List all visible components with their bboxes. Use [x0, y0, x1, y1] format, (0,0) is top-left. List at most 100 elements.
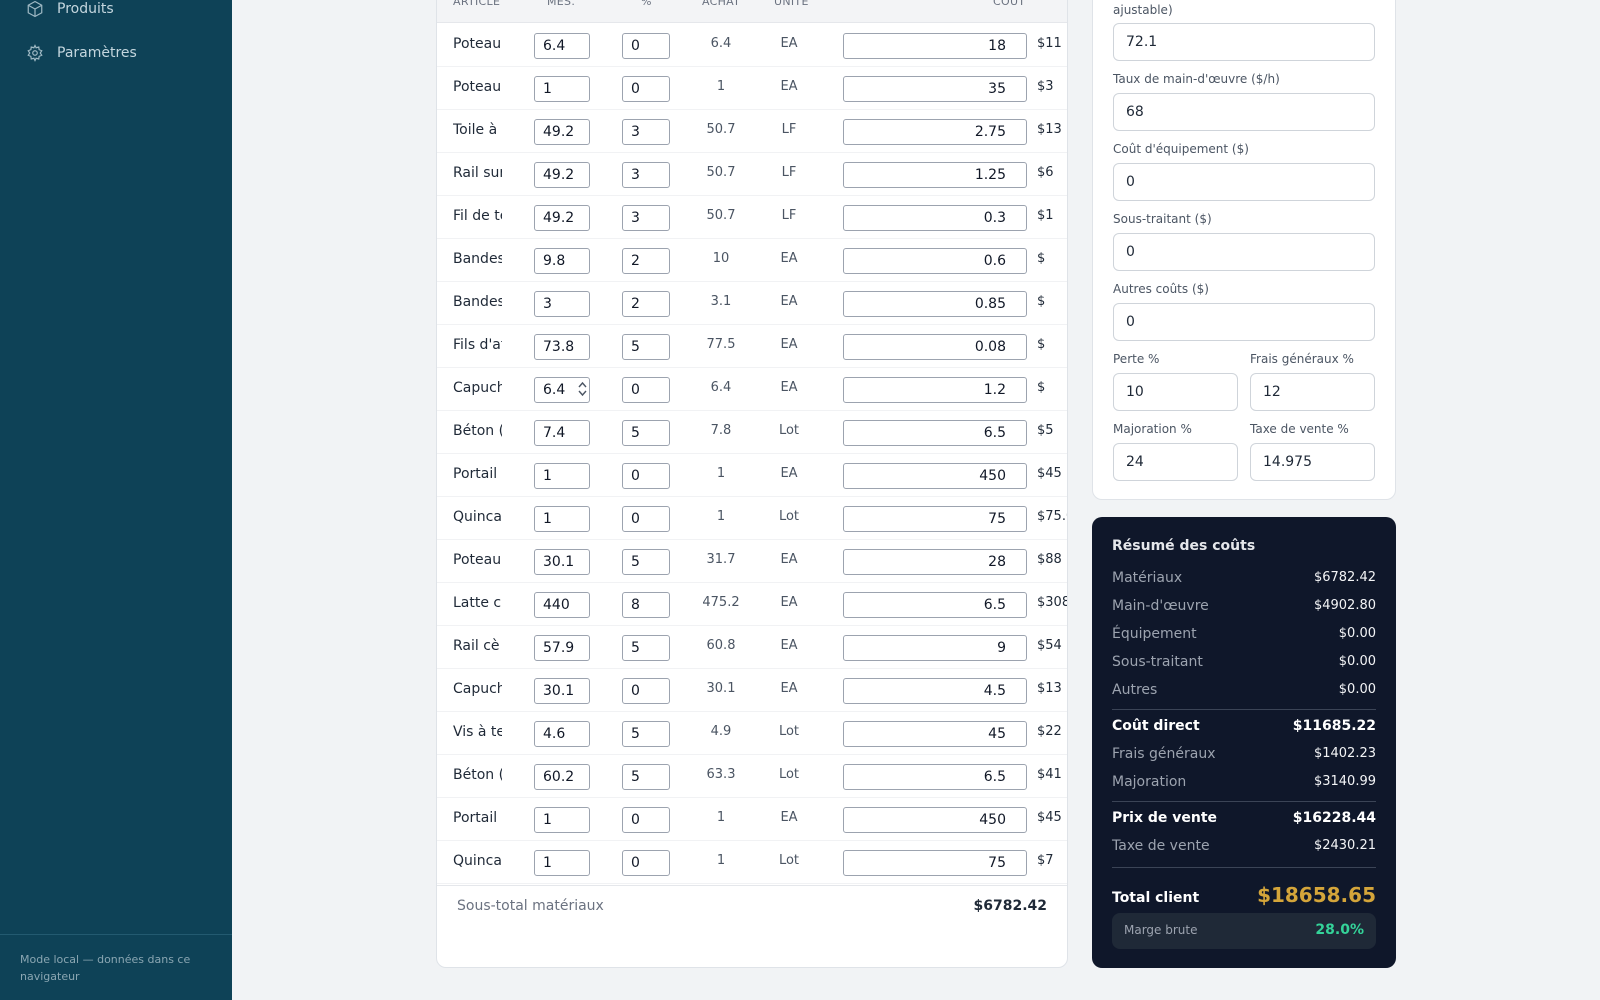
table-row: Quinca 1 Lot $7 — [437, 841, 1067, 884]
column-header-pct: % — [641, 0, 652, 8]
unit-cost-input[interactable] — [843, 205, 1027, 231]
purchase-qty: 50.7 — [706, 165, 736, 180]
unit-cost-input[interactable] — [843, 549, 1027, 575]
table-row: Quinca 1 Lot $75.00 — [437, 497, 1067, 540]
unit-cost-input[interactable] — [843, 248, 1027, 274]
unit-cost-input[interactable] — [843, 764, 1027, 790]
waste-percent-input[interactable] — [622, 592, 670, 618]
equipment-cost-input[interactable] — [1113, 163, 1375, 201]
subcontractor-input[interactable] — [1113, 233, 1375, 271]
waste-percent-input[interactable] — [622, 549, 670, 575]
quantity-input[interactable] — [534, 807, 590, 833]
unit-cost-input[interactable] — [843, 678, 1027, 704]
waste-percent-input[interactable] — [622, 162, 670, 188]
unit: EA — [780, 810, 798, 825]
labor-hours-input[interactable] — [1113, 23, 1375, 61]
quantity-input[interactable] — [534, 119, 590, 145]
waste-pct-input[interactable] — [1113, 373, 1238, 411]
sidebar-item-parametres[interactable]: Paramètres — [26, 41, 137, 65]
summary-value: $0.00 — [1338, 682, 1376, 697]
waste-percent-input[interactable] — [622, 420, 670, 446]
waste-percent-input[interactable] — [622, 76, 670, 102]
summary-label: Équipement — [1112, 626, 1197, 642]
sales-tax-pct-input[interactable] — [1250, 443, 1375, 481]
unit-cost-input[interactable] — [843, 592, 1027, 618]
table-row: Bandes 3.1 EA $ — [437, 282, 1067, 325]
waste-percent-input[interactable] — [622, 248, 670, 274]
waste-percent-input[interactable] — [622, 850, 670, 876]
waste-percent-input[interactable] — [622, 463, 670, 489]
waste-percent-input[interactable] — [622, 33, 670, 59]
waste-percent-input[interactable] — [622, 119, 670, 145]
column-header-cout: COÛT — [993, 0, 1026, 8]
line-total: $13 — [1037, 681, 1062, 696]
unit: EA — [780, 337, 798, 352]
quantity-input[interactable] — [534, 463, 590, 489]
line-total: $11 — [1037, 36, 1062, 51]
quantity-input[interactable] — [534, 205, 590, 231]
line-total: $7 — [1037, 853, 1054, 868]
unit: EA — [780, 681, 798, 696]
quantity-input[interactable] — [534, 377, 590, 403]
unit-cost-input[interactable] — [843, 807, 1027, 833]
quantity-input[interactable] — [534, 334, 590, 360]
quantity-input[interactable] — [534, 291, 590, 317]
waste-percent-input[interactable] — [622, 764, 670, 790]
quantity-input[interactable] — [534, 850, 590, 876]
waste-percent-input[interactable] — [622, 377, 670, 403]
item-name: Quinca — [453, 509, 502, 525]
sidebar-item-produits[interactable]: Produits — [26, 0, 114, 21]
unit-cost-input[interactable] — [843, 506, 1027, 532]
quantity-input[interactable] — [534, 764, 590, 790]
waste-percent-input[interactable] — [622, 635, 670, 661]
quantity-input[interactable] — [534, 33, 590, 59]
unit-cost-input[interactable] — [843, 420, 1027, 446]
quantity-input[interactable] — [534, 635, 590, 661]
number-spinner-icon[interactable] — [578, 381, 587, 397]
sidebar-item-label: Paramètres — [57, 45, 137, 61]
summary-title: Résumé des coûts — [1112, 538, 1256, 554]
unit-cost-input[interactable] — [843, 377, 1027, 403]
unit-cost-input[interactable] — [843, 635, 1027, 661]
unit-cost-input[interactable] — [843, 162, 1027, 188]
unit-cost-input[interactable] — [843, 850, 1027, 876]
quantity-input[interactable] — [534, 162, 590, 188]
summary-value: $0.00 — [1338, 654, 1376, 669]
unit-cost-input[interactable] — [843, 33, 1027, 59]
quantity-input[interactable] — [534, 248, 590, 274]
summary-label: Autres — [1112, 682, 1158, 698]
unit-cost-input[interactable] — [843, 334, 1027, 360]
waste-percent-input[interactable] — [622, 291, 670, 317]
quantity-input[interactable] — [534, 76, 590, 102]
unit-cost-input[interactable] — [843, 76, 1027, 102]
quantity-input[interactable] — [534, 549, 590, 575]
table-row: Capuch 6.4 EA $ — [437, 368, 1067, 411]
overhead-pct-input[interactable] — [1250, 373, 1375, 411]
waste-percent-input[interactable] — [622, 721, 670, 747]
field-label-other-costs: Autres coûts ($) — [1113, 282, 1209, 296]
unit-cost-input[interactable] — [843, 463, 1027, 489]
waste-percent-input[interactable] — [622, 506, 670, 532]
waste-percent-input[interactable] — [622, 205, 670, 231]
cost-settings-card: ajustable) Taux de main-d'œuvre ($/h) Co… — [1092, 0, 1396, 500]
waste-percent-input[interactable] — [622, 334, 670, 360]
quantity-input[interactable] — [534, 721, 590, 747]
markup-pct-input[interactable] — [1113, 443, 1238, 481]
summary-divider — [1112, 867, 1376, 868]
unit-cost-input[interactable] — [843, 721, 1027, 747]
unit-cost-input[interactable] — [843, 119, 1027, 145]
table-row: Latte c 475.2 EA $308 — [437, 583, 1067, 626]
waste-percent-input[interactable] — [622, 807, 670, 833]
table-row: Poteau 6.4 EA $11 — [437, 24, 1067, 67]
other-costs-input[interactable] — [1113, 303, 1375, 341]
quantity-input[interactable] — [534, 678, 590, 704]
unit-cost-input[interactable] — [843, 291, 1027, 317]
quantity-input[interactable] — [534, 506, 590, 532]
quantity-input[interactable] — [534, 592, 590, 618]
waste-percent-input[interactable] — [622, 678, 670, 704]
quantity-field-wrap — [534, 248, 590, 274]
item-name: Poteau — [453, 79, 502, 95]
quantity-input[interactable] — [534, 420, 590, 446]
column-header-article: ARTICLE — [453, 0, 501, 8]
labor-rate-input[interactable] — [1113, 93, 1375, 131]
